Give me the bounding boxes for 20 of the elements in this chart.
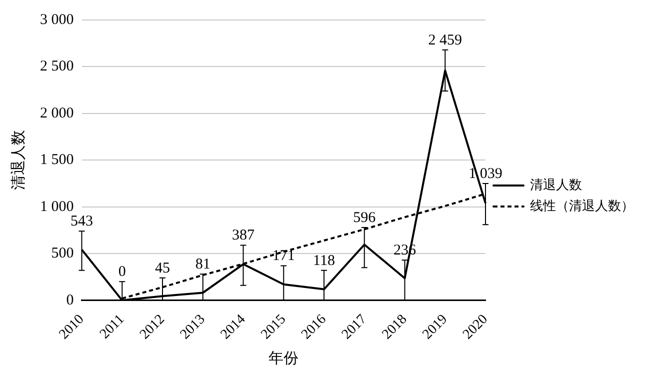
y-tick-label: 2 500 — [40, 58, 74, 75]
legend-label: 线性（清退人数） — [530, 198, 634, 213]
data-label: 2 459 — [428, 32, 462, 48]
data-label: 387 — [232, 228, 255, 244]
data-label: 1 039 — [468, 166, 502, 182]
data-label: 45 — [155, 260, 170, 276]
y-tick-label: 1 000 — [40, 198, 74, 215]
data-label: 118 — [313, 252, 335, 269]
y-tick-label: 0 — [66, 292, 74, 308]
data-label: 81 — [195, 256, 210, 273]
x-axis-title: 年份 — [268, 350, 299, 367]
y-tick-label: 3 000 — [40, 12, 74, 28]
data-label: 596 — [353, 210, 376, 226]
y-tick-label: 2 000 — [40, 105, 74, 122]
legend-label: 清退人数 — [530, 176, 582, 192]
y-tick-label: 500 — [51, 246, 74, 262]
y-axis-title: 清退人数 — [10, 130, 27, 190]
data-label: 0 — [118, 264, 126, 280]
data-label: 543 — [70, 214, 93, 230]
y-tick-label: 1 500 — [40, 152, 74, 168]
